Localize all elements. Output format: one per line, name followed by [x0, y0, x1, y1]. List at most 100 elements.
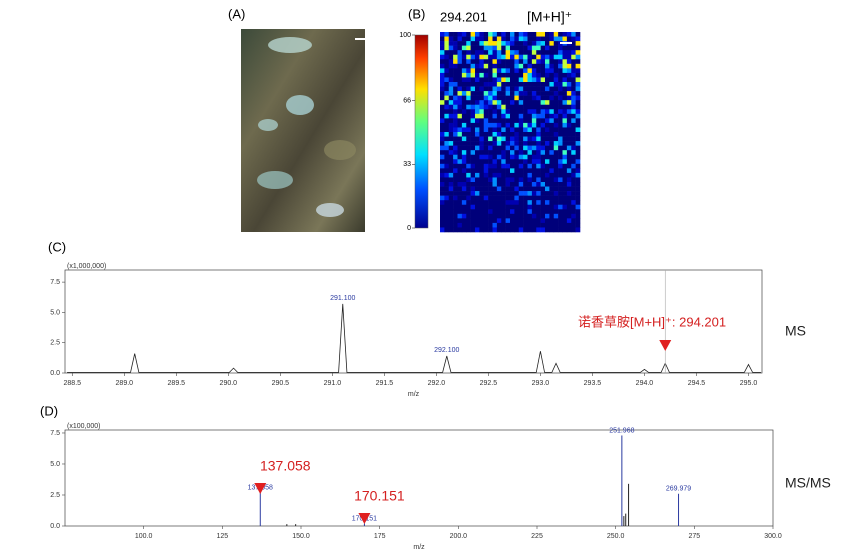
ion-pixel: [553, 141, 559, 146]
ion-pixel: [566, 145, 572, 151]
y-tick-label: 0.0: [50, 370, 60, 377]
ion-pixel: [527, 213, 533, 219]
ion-pixel: [461, 227, 467, 233]
ion-pixel: [523, 91, 528, 96]
ion-pixel: [575, 195, 581, 201]
ion-pixel: [492, 204, 498, 210]
ion-pixel: [440, 68, 445, 74]
ion-pixel: [510, 59, 515, 65]
ion-pixel: [479, 150, 485, 156]
ion-pixel: [492, 41, 498, 46]
ion-pixel: [510, 45, 515, 51]
ion-pixel: [518, 63, 524, 69]
ion-pixel: [523, 191, 528, 196]
ion-pixel: [566, 36, 572, 42]
ion-pixel: [575, 122, 581, 128]
ion-pixel: [483, 213, 489, 219]
ion-pixel: [562, 54, 568, 60]
ion-pixel: [475, 109, 480, 115]
ion-pixel: [562, 159, 568, 165]
ion-pixel: [505, 77, 511, 83]
ion-pixel: [457, 222, 463, 228]
ion-pixel: [549, 145, 555, 151]
ion-pixel: [514, 159, 520, 165]
ion-pixel: [549, 113, 555, 119]
ion-pixel: [501, 163, 506, 169]
ion-pixel: [549, 77, 555, 83]
ion-pixel: [461, 213, 467, 219]
ion-pixel: [523, 204, 528, 210]
ion-pixel: [558, 159, 563, 165]
ion-pixel: [457, 72, 463, 78]
ion-pixel: [483, 186, 489, 192]
ion-pixel: [527, 209, 533, 215]
ion-pixel: [571, 63, 576, 69]
ion-pixel: [466, 86, 471, 92]
ion-pixel: [488, 122, 493, 128]
ion-pixel: [444, 104, 450, 110]
ion-pixel: [571, 68, 576, 74]
ion-pixel: [453, 186, 458, 192]
ion-pixel: [470, 122, 476, 128]
ion-pixel: [536, 127, 541, 133]
ion-pixel: [523, 95, 528, 101]
ion-pixel: [531, 82, 537, 87]
ion-pixel: [518, 182, 524, 187]
ion-pixel: [545, 222, 550, 228]
ion-pixel: [514, 72, 520, 78]
ion-pixel: [501, 177, 506, 183]
ion-pixel: [448, 222, 454, 228]
ion-pixel: [501, 204, 506, 210]
ion-pixel: [527, 222, 533, 228]
ion-pixel: [492, 132, 498, 137]
ion-pixel: [514, 168, 520, 174]
ion-pixel: [510, 209, 515, 215]
ion-pixel: [562, 191, 568, 196]
x-tick-label: 291.5: [376, 380, 394, 387]
ion-pixel: [571, 150, 576, 156]
ion-pixel: [492, 91, 498, 96]
ion-pixel: [545, 195, 550, 201]
ion-pixel: [566, 163, 572, 169]
ion-pixel: [470, 195, 476, 201]
ion-pixel: [466, 113, 471, 119]
ion-pixel: [514, 109, 520, 115]
ion-pixel: [492, 32, 498, 37]
ion-pixel: [571, 195, 576, 201]
ion-pixel: [488, 54, 493, 60]
ion-pixel: [488, 136, 493, 142]
ion-pixel: [466, 122, 471, 128]
ion-pixel: [531, 182, 537, 187]
ion-pixel: [531, 168, 537, 174]
x-tick-label: 300.0: [764, 533, 782, 540]
ion-pixel: [448, 154, 454, 160]
ion-pixel: [536, 213, 541, 219]
ion-pixel: [571, 100, 576, 106]
ion-pixel: [545, 118, 550, 124]
ion-pixel: [448, 186, 454, 192]
ion-pixel: [505, 59, 511, 65]
ion-pixel: [479, 91, 485, 96]
ion-pixel: [536, 59, 541, 65]
fragment-label: 170.151: [354, 488, 405, 504]
ion-pixel: [444, 118, 450, 124]
ion-pixel: [461, 68, 467, 74]
ion-pixel: [514, 86, 520, 92]
ion-pixel: [545, 127, 550, 133]
ion-pixel: [448, 95, 454, 101]
ion-pixel: [440, 191, 445, 196]
ion-pixel: [488, 91, 493, 96]
ion-pixel: [527, 182, 533, 187]
ion-pixel: [553, 186, 559, 192]
ion-pixel: [562, 77, 568, 83]
ion-pixel: [461, 145, 467, 151]
ion-pixel: [514, 200, 520, 206]
ion-pixel: [558, 122, 563, 128]
x-axis-label: m/z: [413, 544, 425, 551]
ms-label: MS: [785, 323, 806, 339]
ion-pixel: [448, 77, 454, 83]
ion-pixel: [523, 213, 528, 219]
x-tick-label: 294.5: [688, 380, 706, 387]
ion-pixel: [514, 100, 520, 106]
ion-pixel: [562, 50, 568, 56]
